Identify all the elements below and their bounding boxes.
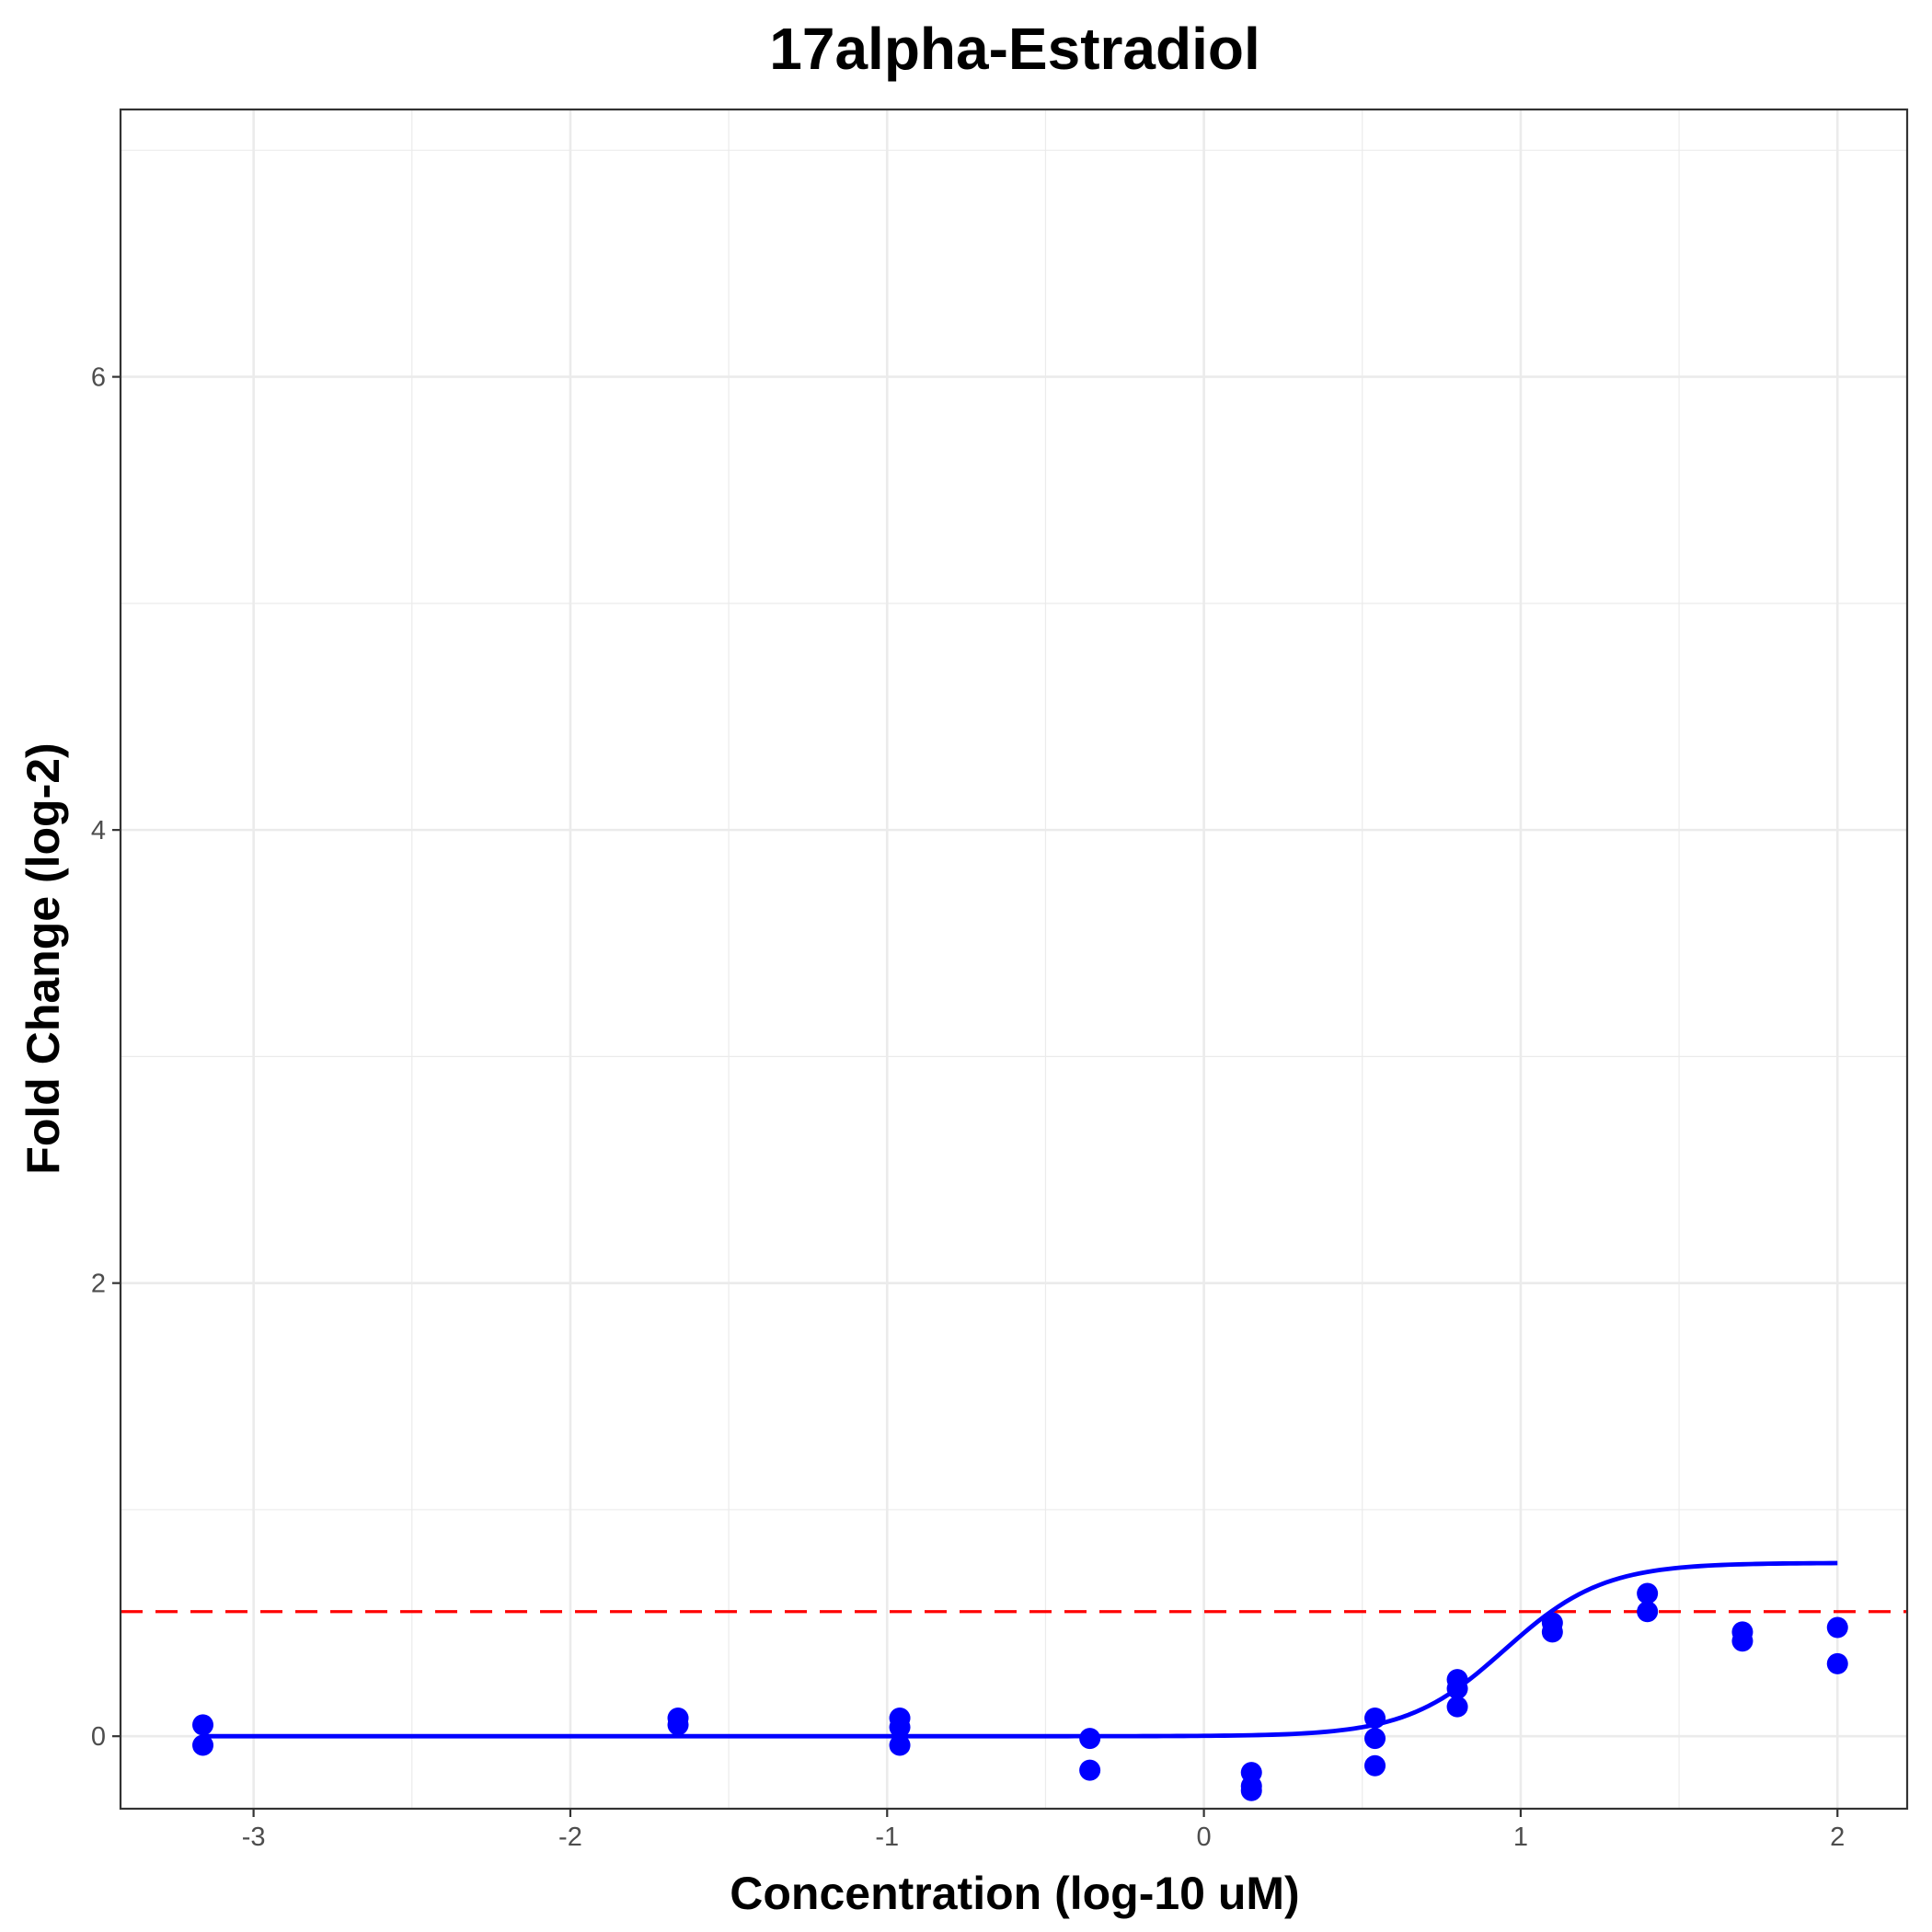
data-point — [1826, 1652, 1848, 1674]
x-tick-label: -2 — [558, 1823, 582, 1852]
data-point — [1364, 1707, 1386, 1729]
y-tick-label: 6 — [91, 363, 106, 393]
grid-lines — [121, 109, 1907, 1809]
x-tick-label: 0 — [1197, 1823, 1212, 1852]
data-point — [1446, 1677, 1468, 1699]
data-point — [1541, 1621, 1563, 1643]
x-axis: -3 -2 -1 0 1 2 — [242, 1809, 1845, 1852]
y-axis-title: Fold Change (log-2) — [17, 742, 69, 1174]
data-point — [1364, 1728, 1386, 1750]
chart-title: 17alpha-Estradiol — [769, 16, 1260, 82]
data-point — [1079, 1728, 1101, 1750]
data-point — [1240, 1779, 1262, 1801]
plot-border — [119, 108, 1909, 1811]
plot-area — [121, 1560, 1907, 1801]
data-point — [1731, 1630, 1754, 1652]
data-point — [192, 1714, 214, 1736]
data-point — [889, 1734, 911, 1756]
data-point — [1446, 1696, 1468, 1718]
data-point — [1364, 1754, 1386, 1777]
x-tick-label: -1 — [875, 1823, 899, 1852]
data-point — [1079, 1759, 1101, 1781]
y-tick-label: 0 — [91, 1722, 106, 1752]
y-axis: 0 2 4 6 — [91, 363, 121, 1752]
data-point — [1637, 1601, 1659, 1623]
data-point — [1826, 1616, 1848, 1639]
fit-curve — [202, 1560, 1838, 1739]
x-tick-label: 1 — [1513, 1823, 1528, 1852]
data-point — [889, 1716, 911, 1738]
x-axis-title: Concentration (log-10 uM) — [730, 1868, 1299, 1919]
data-point — [1637, 1582, 1659, 1604]
data-point — [667, 1714, 689, 1736]
data-point — [192, 1734, 214, 1756]
x-tick-label: 2 — [1830, 1823, 1845, 1852]
x-tick-label: -3 — [242, 1823, 266, 1852]
y-tick-label: 2 — [91, 1270, 106, 1299]
y-tick-label: 4 — [91, 816, 106, 845]
